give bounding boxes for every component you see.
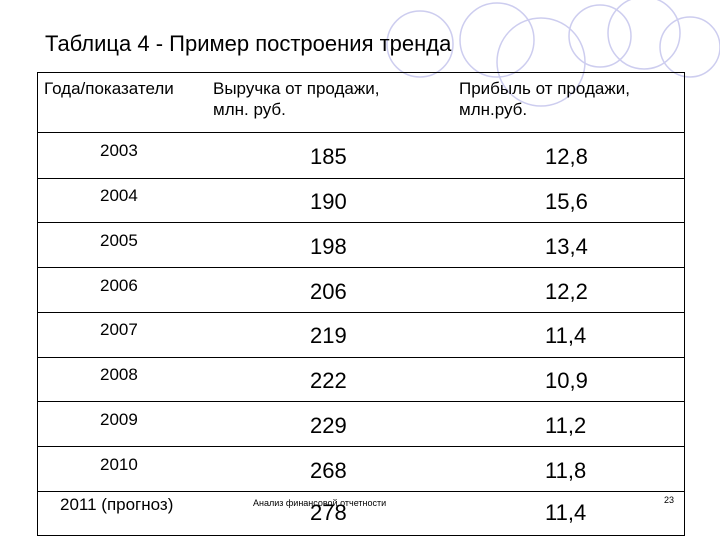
row-divider [38,132,684,133]
deco-circle [568,4,632,68]
table-cell-year: 2009 [100,410,138,429]
table-cell-year: 2003 [100,141,138,160]
table-cell-revenue: 198 [310,234,347,259]
row-divider [38,312,684,313]
deco-circle [659,16,720,78]
row-divider [38,446,684,447]
row-divider [38,222,684,223]
row-divider [38,357,684,358]
slide-title: Таблица 4 - Пример построения тренда [45,31,452,56]
table-cell-revenue: 278 [310,500,347,525]
table-cell-revenue: 190 [310,189,347,214]
table-cell-year: 2004 [100,186,138,205]
table-cell-profit: 11,4 [545,500,587,525]
trend-table: Года/показатели Выручка от продажи, млн.… [37,72,685,536]
deco-circle [459,2,535,78]
row-divider [38,401,684,402]
table-cell-revenue: 185 [310,144,347,169]
row-divider [38,267,684,268]
deco-circle [496,17,586,107]
table-cell-year: 2006 [100,276,138,295]
table-cell-year: 2005 [100,231,138,250]
row-divider [38,178,684,179]
table-cell-profit: 11,4 [545,323,587,348]
table-cell-year: 2007 [100,320,138,339]
table-cell-revenue: 268 [310,458,347,483]
table-cell-profit: 12,2 [545,279,588,304]
table-cell-year: 2011 (прогноз) [60,495,174,514]
table-cell-profit: 13,4 [545,234,588,259]
table-cell-profit: 11,2 [545,413,587,438]
table-cell-year: 2010 [100,455,138,474]
header-profit: Прибыль от продажи, млн.руб. [459,79,630,119]
deco-circle [607,0,681,70]
footer-text: Анализ финансовой отчетности [253,498,387,508]
table-cell-year: 2008 [100,365,138,384]
header-years: Года/показатели [44,79,174,98]
table-cell-profit: 15,6 [545,189,588,214]
table-cell-revenue: 222 [310,368,347,393]
row-divider [38,491,684,492]
table-cell-profit: 12,8 [545,144,588,169]
deco-circle [386,10,454,78]
table-cell-revenue: 219 [310,323,347,348]
table-cell-profit: 11,8 [545,458,587,483]
table-cell-revenue: 229 [310,413,347,438]
header-revenue: Выручка от продажи, млн. руб. [213,79,380,119]
page-number: 23 [664,495,675,505]
table-cell-profit: 10,9 [545,368,588,393]
table-cell-revenue: 206 [310,279,347,304]
